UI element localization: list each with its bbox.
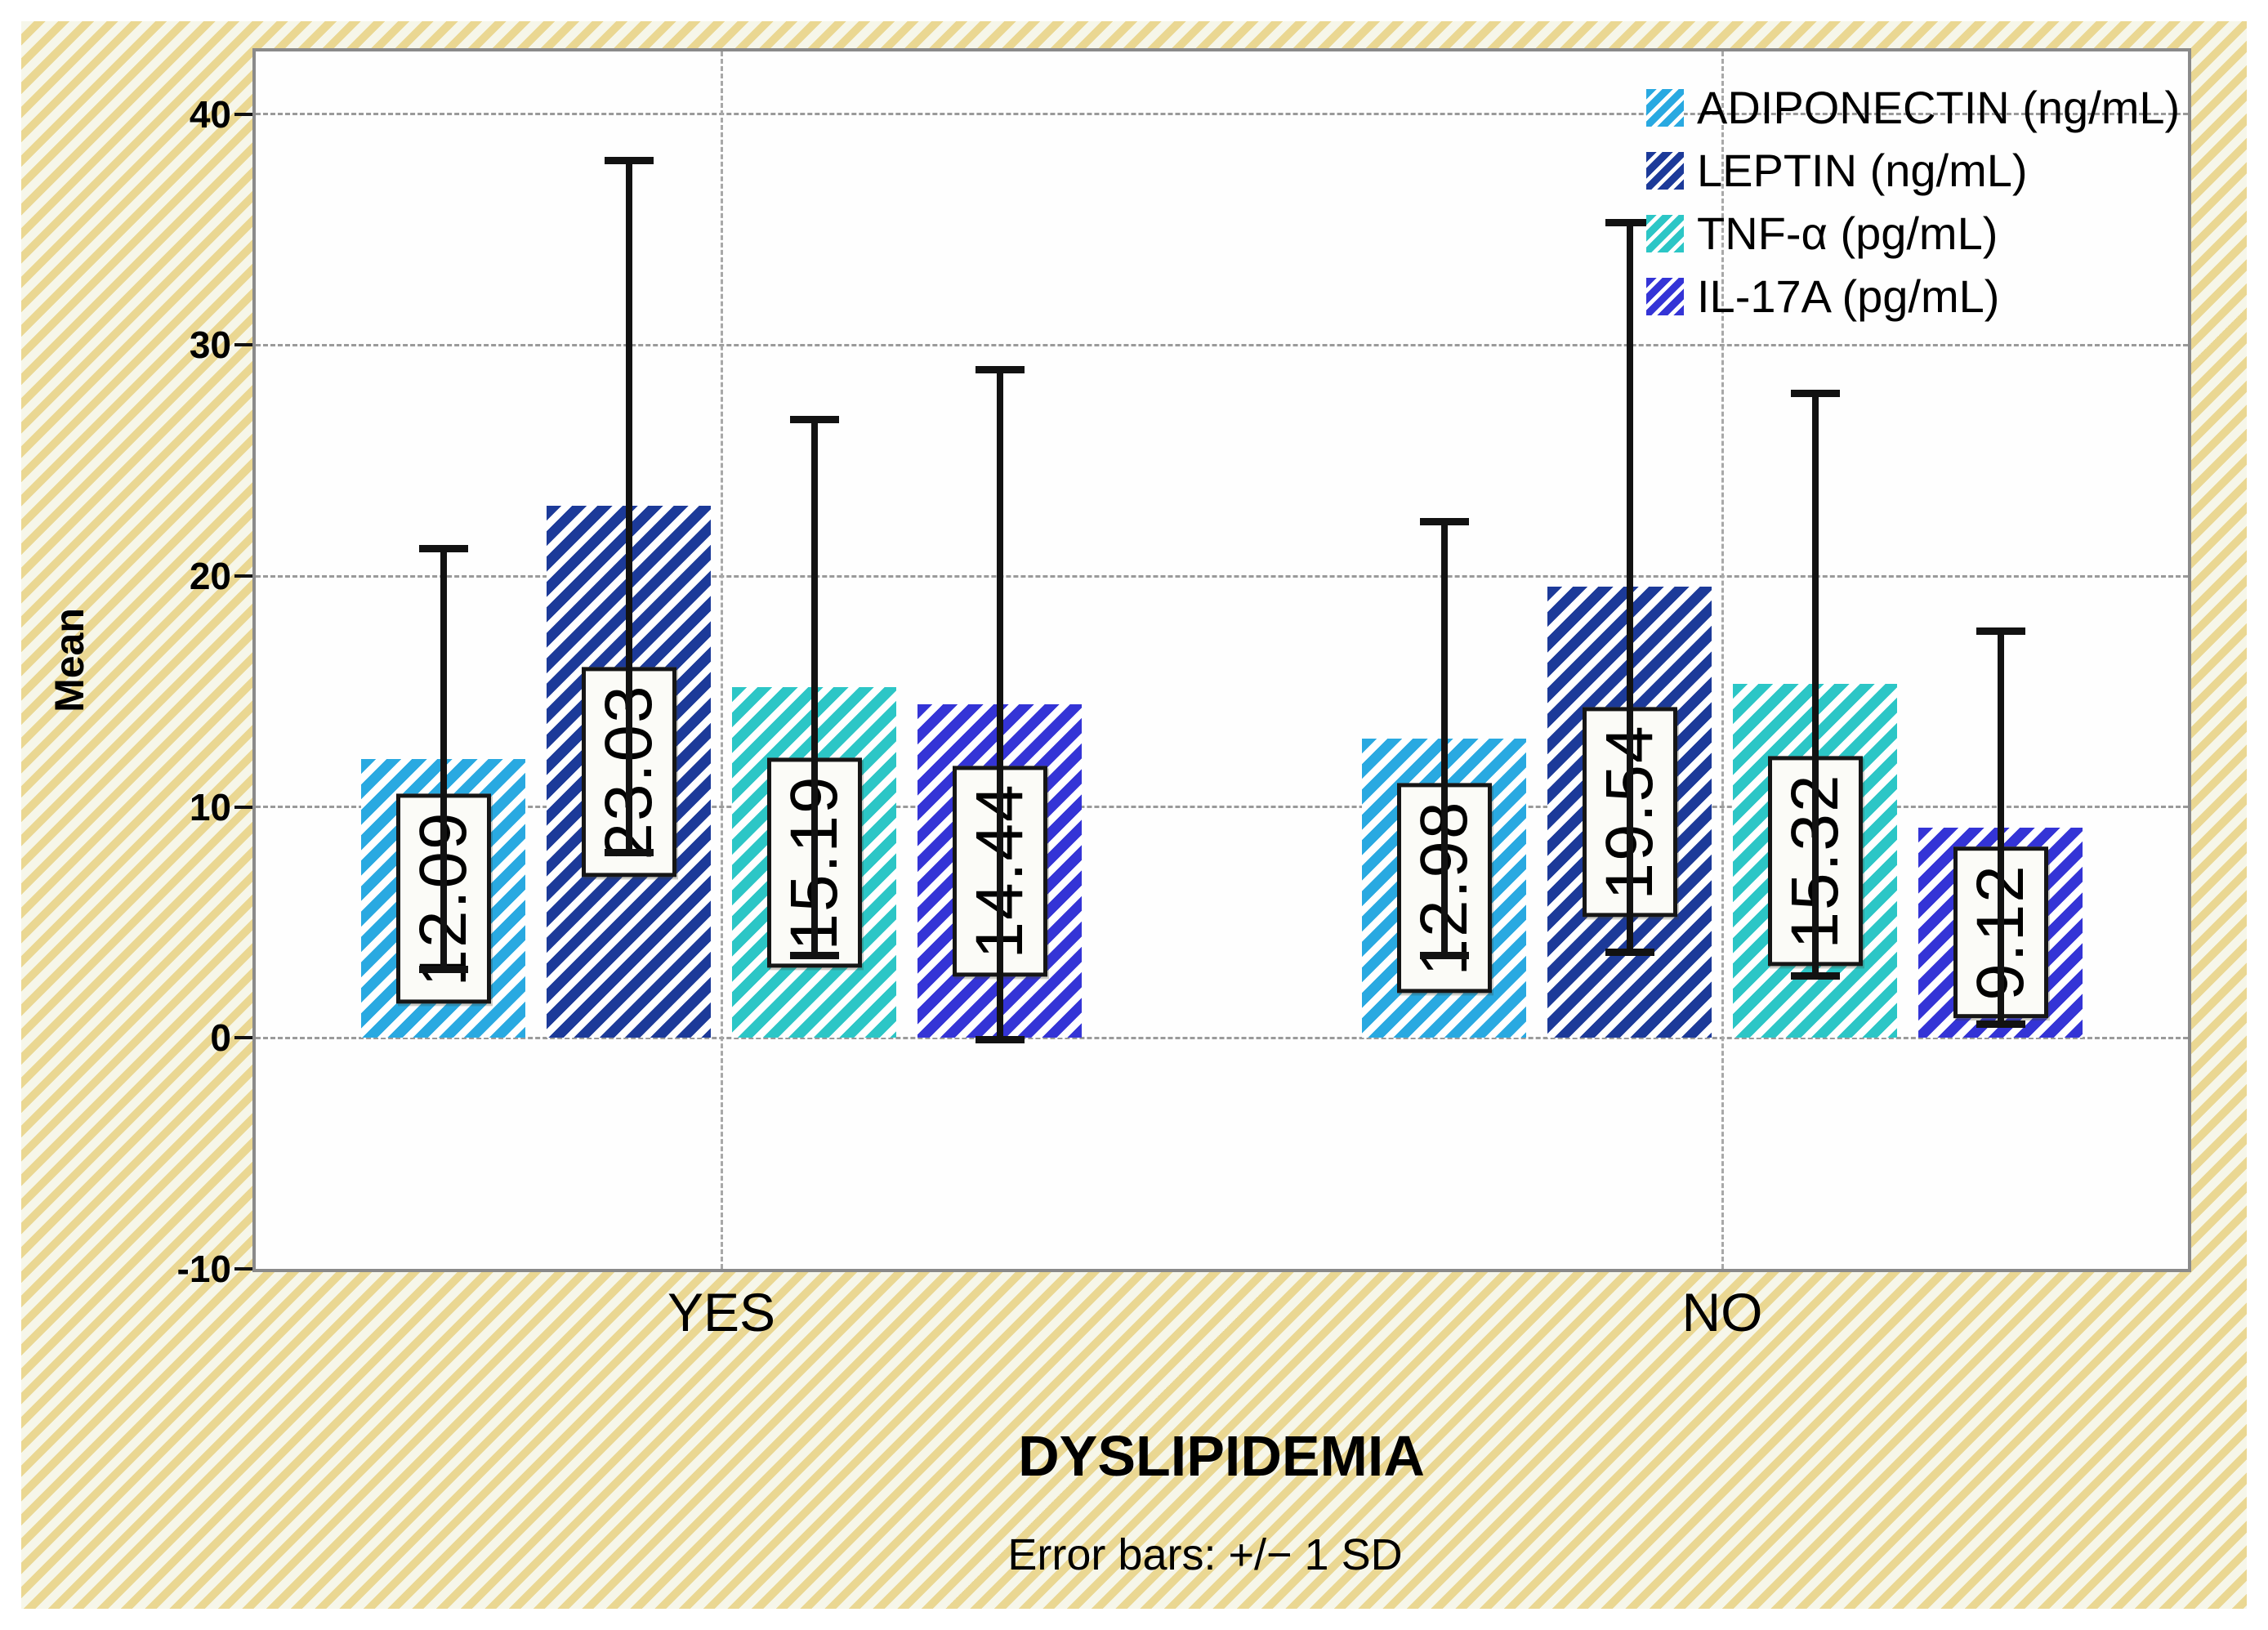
- error-bar-stem: [996, 369, 1003, 1040]
- error-bar-cap-bottom: [418, 965, 468, 973]
- y-axis-tick: [234, 805, 252, 809]
- error-bar-stem: [810, 419, 818, 955]
- y-axis-tick-label: 10: [189, 785, 231, 828]
- gridline-y-0: [256, 1036, 2188, 1039]
- legend-swatch-icon: [1646, 88, 1684, 127]
- y-axis-title: Mean: [47, 608, 92, 712]
- legend-label: ADIPONECTIN (ng/mL): [1697, 82, 2181, 133]
- legend-label: TNF-α (pg/mL): [1697, 208, 1998, 259]
- error-bar-cap-top: [1419, 517, 1469, 525]
- y-axis-tick: [234, 574, 252, 578]
- legend-label: IL-17A (pg/mL): [1697, 270, 2000, 322]
- error-bar-stem: [1626, 221, 1633, 952]
- error-bar-stem: [1997, 631, 2004, 1024]
- y-axis-tick-label: 0: [210, 1016, 231, 1060]
- error-bar-stem: [440, 548, 447, 969]
- y-axis-tick-label: 30: [189, 324, 231, 367]
- legend-swatch-icon: [1646, 214, 1684, 252]
- legend-item: LEPTIN (ng/mL): [1646, 139, 2180, 202]
- gridline-y-40: [256, 113, 2188, 116]
- error-bar-cap-top: [418, 545, 468, 553]
- error-bar-footnote: Error bars: +/− 1 SD: [1007, 1530, 1403, 1579]
- y-axis-tick-label: -10: [176, 1248, 231, 1290]
- error-bar-stem: [1440, 520, 1448, 956]
- legend-label: LEPTIN (ng/mL): [1697, 145, 2028, 196]
- gridline-x-no: [1721, 51, 1724, 1269]
- error-bar-cap-bottom: [604, 849, 654, 857]
- category-label-no: NO: [1681, 1282, 1763, 1342]
- y-axis-tick-label: 40: [189, 92, 231, 136]
- error-bar-cap-bottom: [975, 1036, 1025, 1044]
- gridline-x-yes: [720, 51, 723, 1269]
- error-bar-cap-bottom: [1790, 971, 1840, 980]
- error-bar-stem: [1811, 393, 1819, 976]
- y-axis-tick: [234, 1036, 252, 1040]
- legend-swatch-icon: [1646, 277, 1684, 315]
- error-bar-cap-top: [1605, 218, 1654, 226]
- legend-item: TNF-α (pg/mL): [1646, 202, 2180, 265]
- error-bar-cap-bottom: [789, 951, 839, 959]
- legend-item: ADIPONECTIN (ng/mL): [1646, 76, 2180, 139]
- gridline-y-10: [256, 806, 2188, 809]
- error-bar-stem: [625, 159, 632, 853]
- error-bar-cap-bottom: [1419, 952, 1469, 960]
- category-label-yes: YES: [667, 1282, 776, 1342]
- y-axis-tick-label: 20: [189, 555, 231, 598]
- y-axis-tick: [234, 343, 252, 347]
- x-axis-title: DYSLIPIDEMIA: [1018, 1424, 1425, 1488]
- legend-item: IL-17A (pg/mL): [1646, 265, 2180, 328]
- legend-swatch-icon: [1646, 151, 1684, 190]
- error-bar-cap-top: [789, 416, 839, 424]
- y-axis-tick: [234, 1267, 252, 1271]
- y-axis-tick: [234, 112, 252, 116]
- error-bar-cap-top: [1976, 627, 2025, 636]
- gridline-y-20: [256, 574, 2188, 578]
- error-bar-cap-bottom: [1605, 948, 1654, 956]
- plot-area: Mean ADIPONECTIN (ng/mL) LEPTIN (ng/mL) TN…: [47, 48, 2191, 1290]
- error-bar-cap-top: [604, 156, 654, 164]
- error-bar-cap-bottom: [1976, 1020, 2025, 1028]
- gridline-y-30: [256, 343, 2188, 346]
- error-bar-cap-top: [975, 366, 1025, 374]
- error-bar-cap-top: [1790, 390, 1840, 398]
- legend: ADIPONECTIN (ng/mL) LEPTIN (ng/mL) TNF-α (…: [1646, 76, 2180, 328]
